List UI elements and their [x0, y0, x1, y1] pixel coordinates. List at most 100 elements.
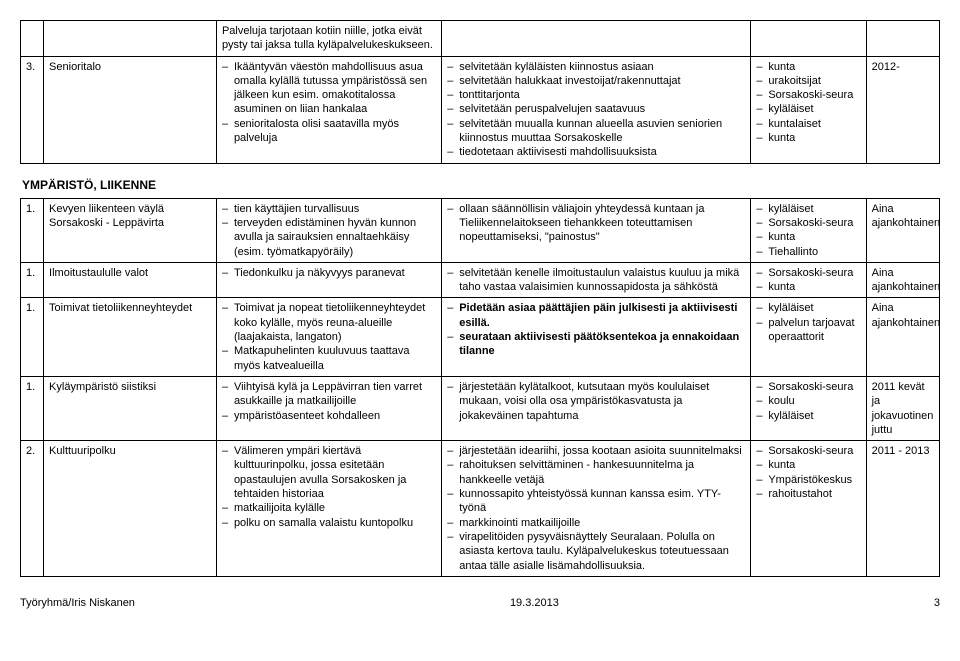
- list-item: senioritalosta olisi saatavilla myös pal…: [234, 117, 436, 146]
- list-item: Matkapuhelinten kuuluvuus taattava myös …: [234, 344, 436, 373]
- footer-right: 3: [934, 597, 940, 609]
- list-item: markkinointi matkailijoille: [459, 516, 745, 530]
- list-item: Pidetään asiaa päättäjien päin julkisest…: [459, 301, 745, 330]
- footer-left: Työryhmä/Iris Niskanen: [20, 597, 135, 609]
- row-number: [21, 21, 44, 57]
- row-who: kyläläisetpalvelun tarjoavat operaattori…: [751, 298, 866, 376]
- table-row: 3.Senioritalo Ikääntyvän väestön mahdolli…: [21, 56, 940, 163]
- row-number: 1.: [21, 198, 44, 262]
- row-means: tien käyttäjien turvallisuusterveyden ed…: [216, 198, 441, 262]
- row-number: 1.: [21, 376, 44, 440]
- list-item: urakoitsijat: [768, 74, 860, 88]
- list-item: ollaan säännöllisin väliajoin yhteydessä…: [459, 202, 745, 245]
- list-item: palvelun tarjoavat operaattorit: [768, 316, 860, 345]
- row-actions: selvitetään kyläläisten kiinnostus asiaa…: [442, 56, 751, 163]
- list-item: seurataan aktiivisesti päätöksentekoa ja…: [459, 330, 745, 359]
- row-means: Viihtyisä kylä ja Leppävirran tien varre…: [216, 376, 441, 440]
- row-when: Aina ajankohtainen: [866, 262, 939, 298]
- table-row: 1.Kevyen liikenteen väylä Sorsakoski - L…: [21, 198, 940, 262]
- list-item: kunnossapito yhteistyössä kunnan kanssa …: [459, 487, 745, 516]
- list-item: rahoituksen selvittäminen - hankesuunnit…: [459, 458, 745, 487]
- list-item: terveyden edistäminen hyvän kunnon avull…: [234, 216, 436, 259]
- row-who: Sorsakoski-seurakunta: [751, 262, 866, 298]
- list-item: järjestetään kylätalkoot, kutsutaan myös…: [459, 380, 745, 423]
- row-title: [44, 21, 217, 57]
- list-item: Sorsakoski-seura: [768, 88, 860, 102]
- row-number: 1.: [21, 262, 44, 298]
- list-item: selvitetään halukkaat investoijat/rakenn…: [459, 74, 745, 88]
- row-when: [866, 21, 939, 57]
- list-item: kyläläiset: [768, 202, 860, 216]
- row-title: Kyläympäristö siistiksi: [44, 376, 217, 440]
- row-who: Sorsakoski-seurakuntaYmpäristökeskusraho…: [751, 441, 866, 577]
- row-number: 1.: [21, 298, 44, 376]
- table-row: 1.Toimivat tietoliikenneyhteydet Toimivat…: [21, 298, 940, 376]
- table-row: Palveluja tarjotaan kotiin niille, jotka…: [21, 21, 940, 57]
- list-item: koulu: [768, 394, 860, 408]
- list-item: Ikääntyvän väestön mahdollisuus asua oma…: [234, 60, 436, 117]
- row-title: Ilmoitustaululle valot: [44, 262, 217, 298]
- list-item: kyläläiset: [768, 102, 860, 116]
- page-footer: Työryhmä/Iris Niskanen 19.3.2013 3: [20, 597, 940, 609]
- row-actions: järjestetään ideariihi, jossa kootaan as…: [442, 441, 751, 577]
- table-row: 1.Kyläympäristö siistiksi Viihtyisä kylä …: [21, 376, 940, 440]
- list-item: kunta: [768, 280, 860, 294]
- list-item: Sorsakoski-seura: [768, 266, 860, 280]
- list-item: kuntalaiset: [768, 117, 860, 131]
- list-item: kunta: [768, 230, 860, 244]
- table-top: Palveluja tarjotaan kotiin niille, jotka…: [20, 20, 940, 164]
- row-means: Ikääntyvän väestön mahdollisuus asua oma…: [216, 56, 441, 163]
- table-row: 2.Kulttuuripolku Välimeren ympäri kiertäv…: [21, 441, 940, 577]
- list-item: Tiehallinto: [768, 245, 860, 259]
- list-item: Sorsakoski-seura: [768, 216, 860, 230]
- list-item: tonttitarjonta: [459, 88, 745, 102]
- section-header: YMPÄRISTÖ, LIIKENNE: [22, 178, 940, 192]
- row-means: Toimivat ja nopeat tietoliikenneyhteydet…: [216, 298, 441, 376]
- list-item: Ympäristökeskus: [768, 473, 860, 487]
- list-item: rahoitustahot: [768, 487, 860, 501]
- list-item: tiedotetaan aktiivisesti mahdollisuuksis…: [459, 145, 745, 159]
- list-item: ympäristöasenteet kohdalleen: [234, 409, 436, 423]
- list-item: kyläläiset: [768, 409, 860, 423]
- list-item: kunta: [768, 131, 860, 145]
- row-who: Sorsakoski-seurakoulukyläläiset: [751, 376, 866, 440]
- list-item: Välimeren ympäri kiertävä kulttuurinpolk…: [234, 444, 436, 501]
- list-item: Sorsakoski-seura: [768, 380, 860, 394]
- row-title: Toimivat tietoliikenneyhteydet: [44, 298, 217, 376]
- table-environment: 1.Kevyen liikenteen väylä Sorsakoski - L…: [20, 198, 940, 577]
- row-when: Aina ajankohtainen: [866, 298, 939, 376]
- list-item: kunta: [768, 458, 860, 472]
- row-means: Välimeren ympäri kiertävä kulttuurinpolk…: [216, 441, 441, 577]
- list-item: virapelitöiden pysyväisnäyttely Seuralaa…: [459, 530, 745, 573]
- row-actions: Pidetään asiaa päättäjien päin julkisest…: [442, 298, 751, 376]
- row-means: Palveluja tarjotaan kotiin niille, jotka…: [216, 21, 441, 57]
- list-item: Viihtyisä kylä ja Leppävirran tien varre…: [234, 380, 436, 409]
- table-row: 1.Ilmoitustaululle valot Tiedonkulku ja n…: [21, 262, 940, 298]
- list-item: selvitetään peruspalvelujen saatavuus: [459, 102, 745, 116]
- list-item: selvitetään kyläläisten kiinnostus asiaa…: [459, 60, 745, 74]
- row-number: 2.: [21, 441, 44, 577]
- list-item: Tiedonkulku ja näkyvyys paranevat: [234, 266, 436, 280]
- row-actions: [442, 21, 751, 57]
- list-item: selvitetään kenelle ilmoitustaulun valai…: [459, 266, 745, 295]
- row-when: 2012-: [866, 56, 939, 163]
- list-item: matkailijoita kylälle: [234, 501, 436, 515]
- list-item: tien käyttäjien turvallisuus: [234, 202, 436, 216]
- row-who: kyläläisetSorsakoski-seurakuntaTiehallin…: [751, 198, 866, 262]
- row-when: 2011 kevät ja jokavuotinen juttu: [866, 376, 939, 440]
- list-item: selvitetään muualla kunnan alueella asuv…: [459, 117, 745, 146]
- row-actions: selvitetään kenelle ilmoitustaulun valai…: [442, 262, 751, 298]
- list-item: polku on samalla valaistu kuntopolku: [234, 516, 436, 530]
- footer-center: 19.3.2013: [510, 597, 559, 609]
- list-item: kunta: [768, 60, 860, 74]
- row-actions: ollaan säännöllisin väliajoin yhteydessä…: [442, 198, 751, 262]
- row-title: Kulttuuripolku: [44, 441, 217, 577]
- row-title: Senioritalo: [44, 56, 217, 163]
- list-item: Toimivat ja nopeat tietoliikenneyhteydet…: [234, 301, 436, 344]
- row-who: kuntaurakoitsijatSorsakoski-seurakyläläi…: [751, 56, 866, 163]
- row-actions: järjestetään kylätalkoot, kutsutaan myös…: [442, 376, 751, 440]
- list-item: järjestetään ideariihi, jossa kootaan as…: [459, 444, 745, 458]
- row-when: 2011 - 2013: [866, 441, 939, 577]
- row-when: Aina ajankohtainen: [866, 198, 939, 262]
- row-number: 3.: [21, 56, 44, 163]
